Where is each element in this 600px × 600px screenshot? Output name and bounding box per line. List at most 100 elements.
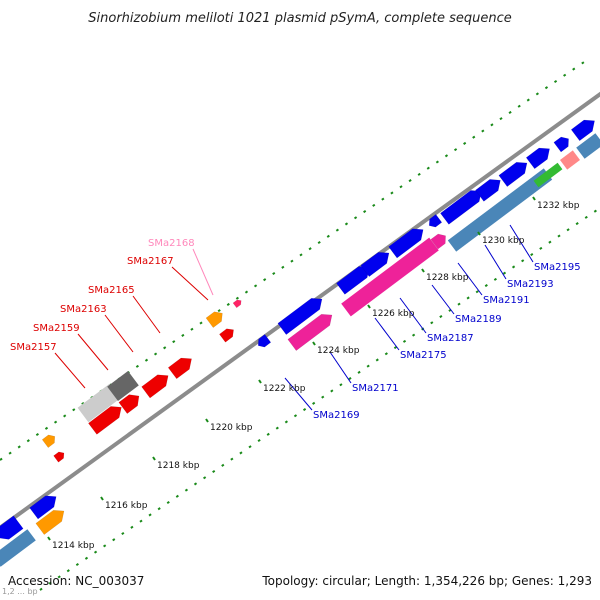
kbp-tick-mark [100, 496, 104, 501]
guide-dot [339, 383, 343, 387]
guide-dot [163, 346, 167, 350]
guide-dot [557, 234, 561, 238]
gene-blue-arrow [29, 495, 57, 520]
gene-label: SMa2165 [88, 285, 135, 296]
gene-orange-small [41, 434, 56, 448]
gene-label: SMa2167 [127, 256, 174, 267]
kbp-tick-label: 1214 kbp [52, 541, 95, 551]
guide-dot [72, 408, 76, 412]
guide-dot [575, 222, 579, 226]
guide-dot [212, 469, 216, 474]
guide-dot [0, 457, 3, 461]
gene-label: SMa2159 [33, 323, 80, 334]
guide-dot [563, 73, 567, 77]
guide-dot [408, 179, 412, 183]
gene-leader-line [192, 248, 214, 296]
guide-dot [502, 271, 507, 275]
gene-leader-line [329, 351, 352, 384]
corner-tick-label: 1,2 ... bp [2, 587, 38, 596]
kbp-tick-label: 1222 kbp [263, 384, 306, 394]
guide-dot [321, 395, 325, 399]
guide-dot [299, 253, 303, 257]
kbp-tick-label: 1224 kbp [317, 346, 360, 356]
gene-red-arrow-2165 [167, 357, 192, 380]
gene-leader-line [104, 314, 134, 353]
guide-dot [293, 414, 298, 418]
kbp-tick-mark [477, 231, 481, 236]
kbp-tick-mark [152, 456, 156, 461]
guide-dot [284, 420, 288, 424]
gene-salmon [560, 150, 580, 170]
gene-leader-line [54, 352, 86, 389]
kbp-tick-mark [47, 536, 51, 541]
guide-dot [490, 123, 494, 127]
guide-dot [484, 284, 488, 288]
guide-dot [517, 104, 521, 108]
guide-dot [235, 296, 239, 300]
guide-dot [508, 110, 512, 114]
gene-leader-line [431, 284, 455, 315]
gene-leader-line [77, 333, 109, 371]
guide-dot [81, 402, 85, 406]
gene-blue-arrow [525, 147, 550, 170]
guide-dot [584, 215, 588, 219]
guide-dot [499, 117, 503, 121]
guide-dot [244, 290, 249, 294]
guide-dot [521, 259, 525, 263]
guide-dot [157, 507, 161, 511]
guide-dot [539, 246, 543, 250]
kbp-tick-mark [421, 268, 425, 273]
guide-dot [417, 172, 421, 176]
guide-dot [544, 86, 549, 90]
guide-dot [593, 209, 597, 213]
gene-label: SMa2195 [534, 262, 581, 273]
gene-label: SMa2187 [427, 333, 474, 344]
gene-steel-long [447, 168, 553, 252]
gene-leader-line [132, 295, 161, 334]
guide-dot [344, 222, 349, 226]
guide-dot [402, 339, 407, 343]
guide-dot [472, 135, 476, 139]
guide-dot [266, 432, 270, 436]
guide-dot [221, 463, 225, 467]
gene-label: SMa2193 [507, 279, 554, 290]
guide-dot [366, 364, 370, 368]
topology-text: Topology: circular; Length: 1,354,226 bp… [261, 574, 592, 588]
guide-dot [535, 92, 539, 96]
gene-labels: SMa2157 SMa2159 SMa2163 SMa2165 SMa2167 SMa21… [10, 224, 581, 421]
gene-label: SMa2168 [148, 238, 195, 249]
gene-leader-line [457, 262, 483, 296]
guide-dot [363, 210, 367, 214]
gene-magenta-small [430, 233, 446, 250]
guide-dot [144, 358, 149, 362]
guide-dot [75, 562, 79, 567]
gene-steel [576, 133, 600, 159]
gene-label: SMa2189 [455, 314, 502, 325]
guide-dot [511, 265, 516, 269]
guide-dot [439, 315, 443, 319]
guide-dot [53, 420, 58, 424]
guide-dot [493, 277, 497, 281]
guide-dot [184, 488, 189, 492]
gene-red-small [53, 451, 65, 463]
guide-dot [281, 265, 285, 269]
outer-dotted-guide-lower [39, 209, 597, 591]
guide-dot [17, 445, 21, 449]
track-guides [0, 61, 600, 591]
gene-blue-arrow-2169 [277, 297, 323, 335]
guide-dot [199, 321, 203, 325]
guide-dot [390, 191, 394, 195]
gene-orange-arrow [205, 311, 223, 328]
guide-dot [475, 290, 479, 294]
guide-dot [93, 550, 98, 554]
kbp-tick-label: 1228 kbp [426, 273, 469, 283]
gene-steel [0, 529, 36, 567]
guide-dot [112, 538, 116, 542]
guide-dot [175, 494, 179, 498]
guide-dot [412, 333, 416, 337]
gene-features [0, 119, 600, 567]
gene-pink-small [232, 299, 242, 309]
guide-dot [384, 352, 388, 356]
guide-dot [35, 432, 39, 437]
